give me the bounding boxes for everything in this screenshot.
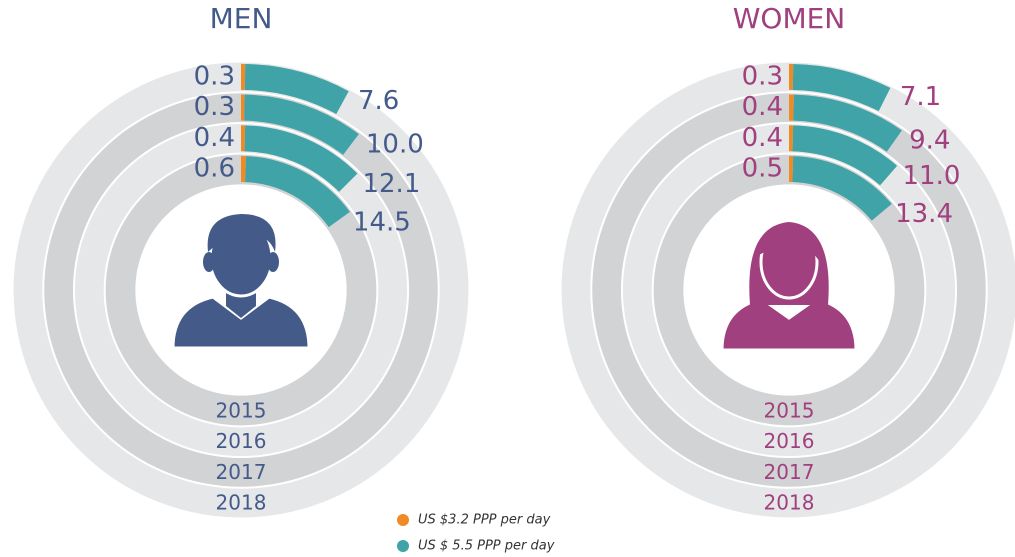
bar (789, 156, 794, 183)
bar (793, 94, 902, 152)
bar (789, 94, 794, 121)
year-label: 2017 (764, 460, 815, 484)
year-label: 2016 (216, 429, 267, 453)
year-label: 2016 (764, 429, 815, 453)
value-label: 0.4 (742, 123, 783, 153)
value-label: 9.4 (909, 126, 950, 156)
year-label: 2018 (764, 491, 815, 515)
bar (244, 125, 358, 192)
value-label: 0.5 (742, 154, 783, 184)
chart-title: WOMEN (733, 2, 846, 35)
legend-swatch (397, 514, 409, 526)
man-icon (171, 214, 311, 350)
bar (789, 63, 794, 90)
value-label: 11.0 (902, 161, 960, 191)
value-label: 10.0 (366, 130, 424, 160)
bar (792, 125, 898, 186)
year-label: 2018 (216, 491, 267, 515)
bar (244, 94, 359, 155)
bar (241, 63, 246, 90)
value-label: 0.3 (194, 92, 235, 122)
bar (244, 63, 349, 115)
legend-label: US $3.2 PPP per day (418, 513, 551, 528)
bar (792, 156, 892, 221)
year-label: 2015 (216, 399, 267, 423)
value-label: 0.6 (194, 154, 235, 184)
bar (241, 125, 246, 152)
year-label: 2017 (216, 460, 267, 484)
chart-title: MEN (210, 2, 273, 35)
value-label: 0.4 (742, 92, 783, 122)
value-label: 13.4 (895, 199, 953, 229)
bar (241, 94, 245, 121)
bar (792, 63, 891, 112)
value-label: 7.1 (900, 82, 941, 112)
bar (241, 156, 247, 183)
value-label: 12.1 (362, 169, 420, 199)
value-label: 0.4 (194, 123, 235, 153)
value-label: 0.3 (742, 61, 783, 91)
value-label: 7.6 (358, 86, 399, 116)
woman-icon (720, 222, 858, 352)
value-label: 0.3 (194, 61, 235, 91)
bar (245, 156, 350, 228)
legend-label: US $ 5.5 PPP per day (418, 539, 555, 554)
year-label: 2015 (764, 399, 815, 423)
value-label: 14.5 (353, 207, 411, 237)
legend-swatch (397, 540, 409, 552)
bar (789, 125, 794, 152)
